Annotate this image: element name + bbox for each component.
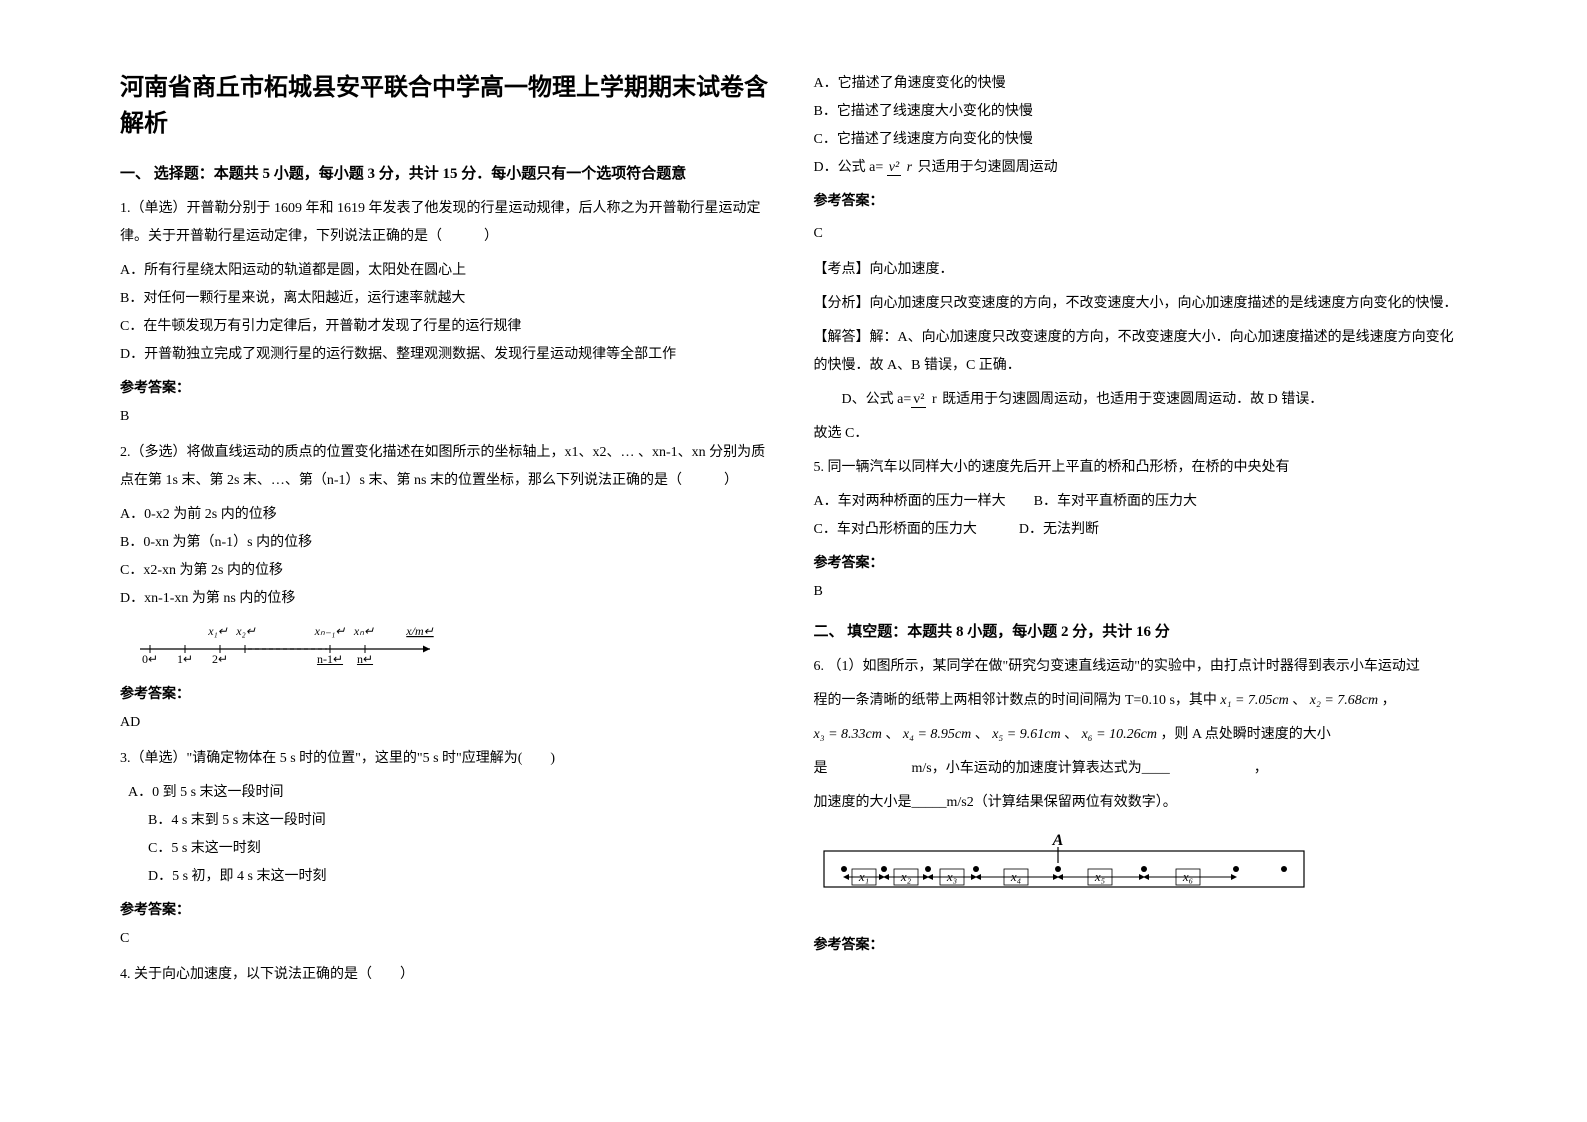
q4-ad-fraction: v² r xyxy=(911,392,938,407)
q4-jieda: 【解答】解：A、向心加速度只改变速度的方向，不改变速度大小．向心加速度描述的是线… xyxy=(814,324,1468,380)
q4-option-a: A．它描述了角速度变化的快慢 xyxy=(814,70,1468,98)
q6-l2-prefix: 程的一条清晰的纸带上两相邻计数点的时间间隔为 T=0.10 s，其中 xyxy=(814,693,1217,708)
q6-l3-suffix: ，则 A 点处瞬时速度的大小 xyxy=(1160,727,1330,742)
nl-nm1: n-1↵ xyxy=(317,652,343,665)
q4-kpoint: 【考点】向心加速度． xyxy=(814,256,1468,284)
q4-ad-suffix: 既适用于匀速圆周运动，也适用于变速圆周运动．故 D 错误． xyxy=(942,392,1323,407)
right-column: A．它描述了角速度变化的快慢 B．它描述了线速度大小变化的快慢 C．它描述了线速… xyxy=(794,70,1488,1062)
q2-option-c: C．x2-xn 为第 2s 内的位移 xyxy=(120,557,774,585)
nl-xn: xₙ↵ xyxy=(353,624,374,638)
q6-answer-label: 参考答案： xyxy=(814,934,1468,954)
doc-title: 河南省商丘市柘城县安平联合中学高一物理上学期期末试卷含解析 xyxy=(120,70,774,142)
q1-option-d: D．开普勒独立完成了观测行星的运行数据、整理观测数据、发现行星运动规律等全部工作 xyxy=(120,341,774,369)
nl-n: n↵ xyxy=(357,652,373,665)
q6-x5: x₅ = 9.61cm xyxy=(992,727,1060,742)
tape-x3: x₃ xyxy=(945,869,956,884)
q2-option-b: B．0-xn 为第（n-1）s 内的位移 xyxy=(120,529,774,557)
nl-xn1: xₙ₋₁↵ xyxy=(314,624,346,638)
tape-x4: x₄ xyxy=(1009,869,1021,884)
q2-stem: 2.（多选）将做直线运动的质点的位置变化描述在如图所示的坐标轴上，x1、x2、…… xyxy=(120,439,774,495)
q3-option-a: A．0 到 5 s 末这一段时间 xyxy=(128,779,774,807)
q6-x6: x₆ = 10.26cm xyxy=(1082,727,1157,742)
q4-option-c: C．它描述了线速度方向变化的快慢 xyxy=(814,126,1468,154)
q4-option-d: D．公式 a= v² r 只适用于匀速圆周运动 xyxy=(814,154,1468,182)
q1-option-b: B．对任何一颗行星来说，离太阳越近，运行速率就越大 xyxy=(120,285,774,313)
nl-2: 2↵ xyxy=(212,652,228,665)
left-column: 河南省商丘市柘城县安平联合中学高一物理上学期期末试卷含解析 一、 选择题：本题共… xyxy=(100,70,794,1062)
q3-option-c: C．5 s 末这一时刻 xyxy=(148,835,774,863)
q4-option-b: B．它描述了线速度大小变化的快慢 xyxy=(814,98,1468,126)
tape-x6: x₆ xyxy=(1181,869,1192,884)
tape-x1: x₁ xyxy=(857,869,868,884)
tape-point-a: A xyxy=(1051,833,1063,849)
frac-r-b: r xyxy=(930,392,939,407)
q5-answer: B xyxy=(814,578,1468,606)
q6-x2: x₂ = 7.68cm xyxy=(1310,693,1378,708)
q5-stem: 5. 同一辆汽车以同样大小的速度先后开上平直的桥和凸形桥，在桥的中央处有 xyxy=(814,454,1468,482)
q4-fenxi: 【分析】向心加速度只改变速度的方向，不改变速度大小，向心加速度描述的是线速度方向… xyxy=(814,290,1468,318)
section-2-header: 二、 填空题：本题共 8 小题，每小题 2 分，共计 16 分 xyxy=(814,620,1468,641)
q6-line2: 程的一条清晰的纸带上两相邻计数点的时间间隔为 T=0.10 s，其中 x₁ = … xyxy=(814,687,1468,715)
q6-line1: 6. （1）如图所示，某同学在做"研究匀变速直线运动"的实验中，由打点计时器得到… xyxy=(814,653,1468,681)
q1-answer-label: 参考答案： xyxy=(120,377,774,397)
q4-analysis-d: D、公式 a= v² r 既适用于匀速圆周运动，也适用于变速圆周运动．故 D 错… xyxy=(842,386,1468,414)
q3-option-d: D．5 s 初，即 4 s 末这一时刻 xyxy=(148,863,774,891)
q4-ad-prefix: D、公式 xyxy=(842,392,898,407)
q3-stem: 3.（单选）"请确定物体在 5 s 时的位置"，这里的"5 s 时"应理解为( … xyxy=(120,745,774,773)
q2-answer: AD xyxy=(120,709,774,737)
q6-tape-diagram: A x₁ x₂ x₃ x₄ x₅ x₆ xyxy=(814,833,1314,911)
q2-number-line-diagram: x₁↵ x₂↵ xₙ₋₁↵ xₙ↵ x/m↵ 0↵ 1↵ 2↵ n-1↵ n↵ xyxy=(130,621,450,665)
nl-0: 0↵ xyxy=(142,652,158,665)
frac-v2: v² xyxy=(887,160,901,176)
q4-d-prefix: D．公式 a= xyxy=(814,160,887,175)
nl-x2: x₂↵ xyxy=(235,624,256,638)
q6-line5: 加速度的大小是_____m/s2（计算结果保留两位有效数字）。 xyxy=(814,789,1468,817)
tape-x2: x₂ xyxy=(899,869,911,884)
nl-x1: x₁↵ xyxy=(207,624,228,638)
q5-answer-label: 参考答案： xyxy=(814,552,1468,572)
q2-option-d: D．xn-1-xn 为第 ns 内的位移 xyxy=(120,585,774,613)
q1-option-c: C．在牛顿发现万有引力定律后，开普勒才发现了行星的运行规律 xyxy=(120,313,774,341)
q4-answer: C xyxy=(814,220,1468,248)
q4-d-suffix: 只适用于匀速圆周运动 xyxy=(918,160,1058,175)
q6-line4: 是 m/s，小车运动的加速度计算表达式为____ ， xyxy=(814,755,1468,783)
q1-stem: 1.（单选）开普勒分别于 1609 年和 1619 年发表了他发现的行星运动规律… xyxy=(120,195,774,251)
q6-x4: x₄ = 8.95cm xyxy=(903,727,971,742)
q2-option-a: A．0-x2 为前 2s 内的位移 xyxy=(120,501,774,529)
q2-answer-label: 参考答案： xyxy=(120,683,774,703)
nl-1: 1↵ xyxy=(177,652,193,665)
q1-option-a: A．所有行星绕太阳运动的轨道都是圆，太阳处在圆心上 xyxy=(120,257,774,285)
section-1-header: 一、 选择题：本题共 5 小题，每小题 3 分，共计 15 分．每小题只有一个选… xyxy=(120,162,774,183)
q4-stem: 4. 关于向心加速度，以下说法正确的是（ ） xyxy=(120,961,774,989)
q5-option-ab: A．车对两种桥面的压力一样大 B．车对平直桥面的压力大 xyxy=(814,488,1468,516)
frac-v2-b: v² xyxy=(911,392,926,408)
q6-line3: x₃ = 8.33cm 、 x₄ = 8.95cm 、 x₅ = 9.61cm … xyxy=(814,721,1468,749)
q4-ad-mid: a= xyxy=(897,392,911,407)
q5-option-cd: C．车对凸形桥面的压力大 D．无法判断 xyxy=(814,516,1468,544)
frac-r: r xyxy=(905,160,914,175)
q6-x3: x₃ = 8.33cm xyxy=(814,727,882,742)
q4-d-fraction: v² r xyxy=(887,160,914,175)
q3-option-b: B．4 s 末到 5 s 末这一段时间 xyxy=(148,807,774,835)
q4-answer-label: 参考答案： xyxy=(814,190,1468,210)
q3-answer-label: 参考答案： xyxy=(120,899,774,919)
q4-end: 故选 C． xyxy=(814,420,1468,448)
tape-x5: x₅ xyxy=(1093,869,1104,884)
q6-x1: x₁ = 7.05cm xyxy=(1220,693,1288,708)
nl-xm: x/m↵ xyxy=(405,624,433,638)
q3-answer: C xyxy=(120,925,774,953)
q1-answer: B xyxy=(120,403,774,431)
